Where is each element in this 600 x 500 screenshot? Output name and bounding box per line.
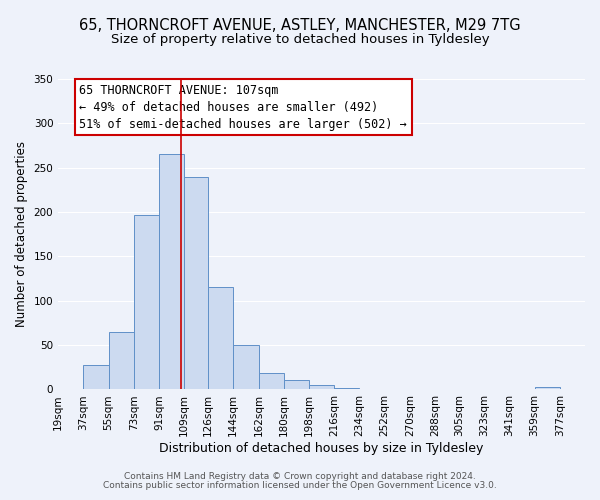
Text: 65 THORNCROFT AVENUE: 107sqm
← 49% of detached houses are smaller (492)
51% of s: 65 THORNCROFT AVENUE: 107sqm ← 49% of de… [79,84,407,130]
Bar [184,176,208,390]
Bar [134,214,159,390]
Y-axis label: Number of detached properties: Number of detached properties [15,141,28,327]
Bar [535,387,560,390]
Bar [83,364,109,390]
Bar [334,388,359,390]
Text: 65, THORNCROFT AVENUE, ASTLEY, MANCHESTER, M29 7TG: 65, THORNCROFT AVENUE, ASTLEY, MANCHESTE… [79,18,521,32]
Bar [259,372,284,390]
Bar [109,332,134,390]
Text: Contains HM Land Registry data © Crown copyright and database right 2024.: Contains HM Land Registry data © Crown c… [124,472,476,481]
Bar [284,380,309,390]
Bar [233,345,259,390]
Bar [208,288,233,390]
X-axis label: Distribution of detached houses by size in Tyldesley: Distribution of detached houses by size … [160,442,484,455]
Text: Size of property relative to detached houses in Tyldesley: Size of property relative to detached ho… [110,32,490,46]
Bar [159,154,184,390]
Text: Contains public sector information licensed under the Open Government Licence v3: Contains public sector information licen… [103,481,497,490]
Bar [309,385,334,390]
